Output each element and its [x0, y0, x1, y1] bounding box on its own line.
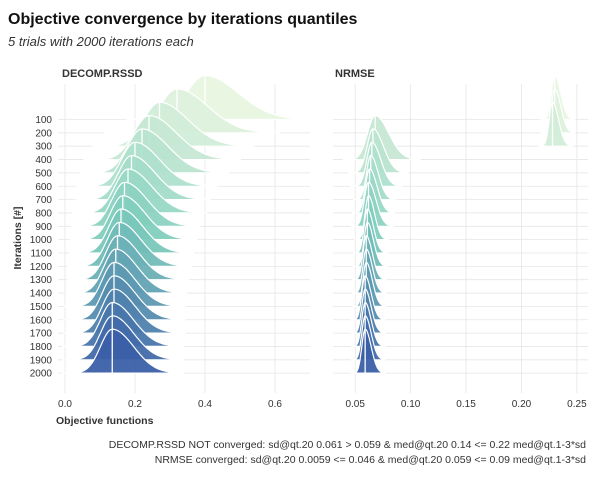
y-tick-label: 200: [35, 128, 52, 139]
y-tick-label: 400: [35, 155, 52, 166]
y-tick-label: 1400: [30, 289, 53, 300]
facet-label-2: NRMSE: [335, 68, 375, 80]
y-tick-label: 800: [35, 208, 52, 219]
y-tick-label: 1900: [30, 355, 53, 366]
y-tick-label: 100: [35, 115, 52, 126]
facet-panel-nrmse: 0.05 0.10 0.15 0.20 0.25: [333, 74, 588, 410]
facet-panel-decomp: 0.0 0.2 0.4 0.6: [58, 74, 311, 410]
y-tick-label: 1600: [30, 315, 53, 326]
ridge-400: [342, 114, 421, 161]
x-tick-label: 0.2: [128, 399, 142, 410]
x-tick-label: 0.4: [198, 399, 212, 410]
y-tick-label: 1700: [30, 329, 53, 340]
x-tick-label: 0.0: [58, 399, 72, 410]
ridge-2000: [351, 328, 386, 374]
chart-subtitle: 5 trials with 2000 iterations each: [8, 34, 194, 49]
ridge-400: [83, 114, 241, 161]
facet-label-1: DECOMP.RSSD: [62, 68, 143, 80]
x-tick-label: 0.10: [401, 399, 421, 410]
ridge-2000: [61, 328, 184, 374]
y-axis-ticks: 100 200 300 400 500 600 700 800 900 1000 1100 1200 1…: [30, 115, 53, 380]
y-tick-label: 1300: [30, 275, 53, 286]
ridge-300: [92, 101, 255, 147]
y-tick-label: 700: [35, 195, 52, 206]
y-tick-label: 1100: [30, 249, 52, 260]
chart-title: Objective convergence by iterations quan…: [8, 11, 358, 28]
ridge-200: [540, 88, 576, 134]
y-tick-label: 1000: [30, 235, 53, 246]
y-tick-label: 1500: [30, 302, 53, 313]
x-tick-label: 0.15: [456, 399, 476, 410]
y-tick-label: 600: [35, 182, 52, 193]
x-axis-title: Objective functions: [56, 415, 154, 427]
x-tick-label: 0.20: [512, 399, 532, 410]
x-tick-label: 0.6: [268, 399, 282, 410]
y-tick-label: 900: [35, 222, 52, 233]
caption-line-2: NRMSE converged: sd@qt.20 0.0059 <= 0.04…: [155, 454, 586, 466]
x-tick-label: 0.05: [345, 399, 365, 410]
y-tick-label: 1200: [30, 262, 53, 273]
y-tick-label: 1800: [30, 342, 53, 353]
y-tick-label: 2000: [30, 369, 53, 380]
x-tick-label: 0.25: [567, 399, 587, 410]
ridge-500: [80, 128, 230, 174]
y-axis-title: Iterations [#]: [12, 206, 24, 269]
y-tick-label: 500: [35, 168, 52, 179]
y-tick-label: 300: [35, 142, 52, 153]
ridge-300: [538, 101, 574, 147]
caption-line-1: DECOMP.RSSD NOT converged: sd@qt.20 0.06…: [109, 439, 586, 451]
